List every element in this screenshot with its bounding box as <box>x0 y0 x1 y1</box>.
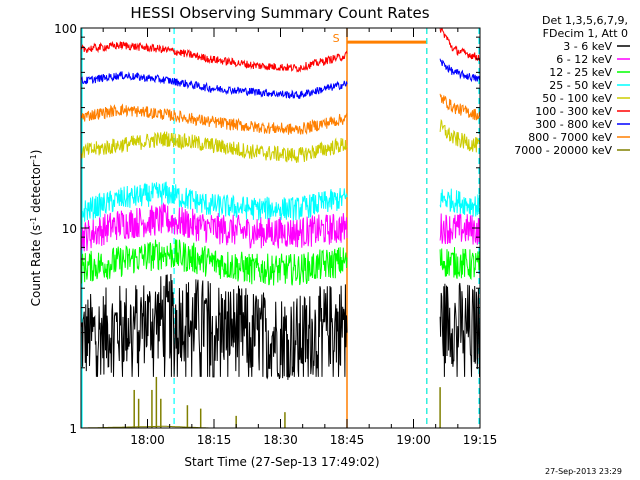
series-300-800-kev <box>80 58 480 99</box>
legend-item-label: 7000 - 20000 keV <box>514 144 612 157</box>
y-axis-title-sup: -1 <box>29 217 38 225</box>
series-line <box>439 118 480 153</box>
y-axis-title-sup2: -1 <box>29 154 38 162</box>
y-axis-title-close: ) <box>29 150 43 155</box>
legend-item-label: 12 - 25 keV <box>549 66 612 79</box>
series-line <box>439 188 480 217</box>
legend-item-label: 6 - 12 keV <box>556 53 612 66</box>
y-axis-title: Count Rate (s-1 detector-1) <box>29 150 44 307</box>
series-12-25-kev <box>80 239 480 286</box>
render-timestamp: 27-Sep-2013 23:29 <box>545 467 622 476</box>
chart-title: HESSI Observing Summary Count Rates <box>130 4 429 22</box>
svg-text:Count Rate (s-1 detector-1): Count Rate (s-1 detector-1) <box>29 150 44 307</box>
series-800-7000-kev <box>80 93 480 135</box>
y-axis-title-suffix: detector <box>29 162 43 217</box>
x-tick-label: 19:00 <box>396 433 431 447</box>
x-tick-label: 19:15 <box>463 433 498 447</box>
series-line <box>439 58 480 83</box>
legend-item-label: 800 - 7000 keV <box>528 131 612 144</box>
plot-area: S 1 10 100 18:00 18:15 18:30 18:45 19:00 19:15 <box>54 22 497 447</box>
legend: Det 1,3,5,6,7,9, FDecim 1, Att 0 3 - 6 k… <box>514 14 630 157</box>
x-tick-label: 18:00 <box>130 433 165 447</box>
series-50-100-kev <box>80 118 480 163</box>
series-line <box>439 282 480 377</box>
x-tick-label: 18:15 <box>197 433 232 447</box>
series-line <box>80 181 348 222</box>
y-tick-label: 1 <box>69 422 77 436</box>
series-100-300-kev <box>80 27 480 73</box>
legend-item-label: 50 - 100 keV <box>542 92 612 105</box>
series-line <box>439 93 480 121</box>
y-tick-label: 100 <box>54 22 77 36</box>
legend-item-label: 100 - 300 keV <box>535 105 612 118</box>
series-line <box>80 103 348 135</box>
legend-item-label: 300 - 800 keV <box>535 118 612 131</box>
legend-item-label: 3 - 6 keV <box>563 40 612 53</box>
series-line <box>80 202 348 252</box>
series-line <box>80 40 348 73</box>
series-line <box>80 273 348 380</box>
series-3-6-kev <box>80 273 480 380</box>
x-tick-label: 18:45 <box>330 433 365 447</box>
series-line <box>80 71 348 99</box>
legend-item-label: 25 - 50 keV <box>549 79 612 92</box>
saa-marker-label: S <box>333 32 340 45</box>
legend-header-2: FDecim 1, Att 0 <box>543 27 628 40</box>
legend-header-1: Det 1,3,5,6,7,9, <box>542 14 628 27</box>
series-line <box>80 131 348 163</box>
series-25-50-kev <box>80 181 480 222</box>
series-line <box>439 213 480 245</box>
series-line <box>80 239 348 286</box>
series-line <box>439 247 480 281</box>
y-tick-label: 10 <box>62 222 77 236</box>
x-tick-label: 18:30 <box>263 433 298 447</box>
series-line <box>439 27 480 62</box>
x-axis-title: Start Time (27-Sep-13 17:49:02) <box>184 455 379 469</box>
y-axis-title-prefix: Count Rate (s <box>29 225 43 307</box>
